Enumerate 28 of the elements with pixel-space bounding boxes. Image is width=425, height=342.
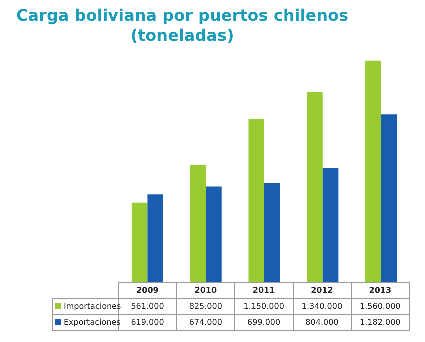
x-tick-label: 2013 bbox=[351, 282, 410, 298]
bar bbox=[381, 114, 398, 282]
bar bbox=[206, 186, 222, 282]
legend-label: Importaciones bbox=[52, 298, 122, 314]
data-label: 804.000 bbox=[293, 314, 352, 330]
x-tick-label: 2012 bbox=[293, 282, 352, 298]
bar bbox=[190, 165, 206, 282]
data-label: 561.000 bbox=[131, 302, 164, 311]
bar bbox=[248, 119, 264, 282]
chart-title: Carga boliviana por puertos chilenos (toneladas) bbox=[16, 6, 350, 46]
x-tick-label: 2011 bbox=[234, 282, 294, 298]
x-tick-label: 2010 bbox=[176, 282, 235, 298]
bar bbox=[148, 194, 164, 282]
data-label: 699.000 bbox=[234, 314, 294, 330]
bar bbox=[307, 92, 323, 282]
data-label: 619.000 bbox=[131, 318, 164, 327]
bar bbox=[322, 168, 339, 282]
data-label: 1.560.000 bbox=[351, 298, 410, 314]
legend-label: Exportaciones bbox=[52, 314, 121, 330]
bar bbox=[366, 60, 382, 282]
x-tick-label: 2009 bbox=[118, 282, 177, 298]
data-label: 825.000 bbox=[176, 298, 235, 314]
data-label: 1.182.000 bbox=[351, 314, 410, 330]
data-label: 1.340.000 bbox=[293, 298, 352, 314]
bar bbox=[132, 202, 148, 282]
data-label: 674.000 bbox=[176, 314, 235, 330]
data-label: 1.150.000 bbox=[234, 298, 294, 314]
bar bbox=[264, 183, 280, 282]
